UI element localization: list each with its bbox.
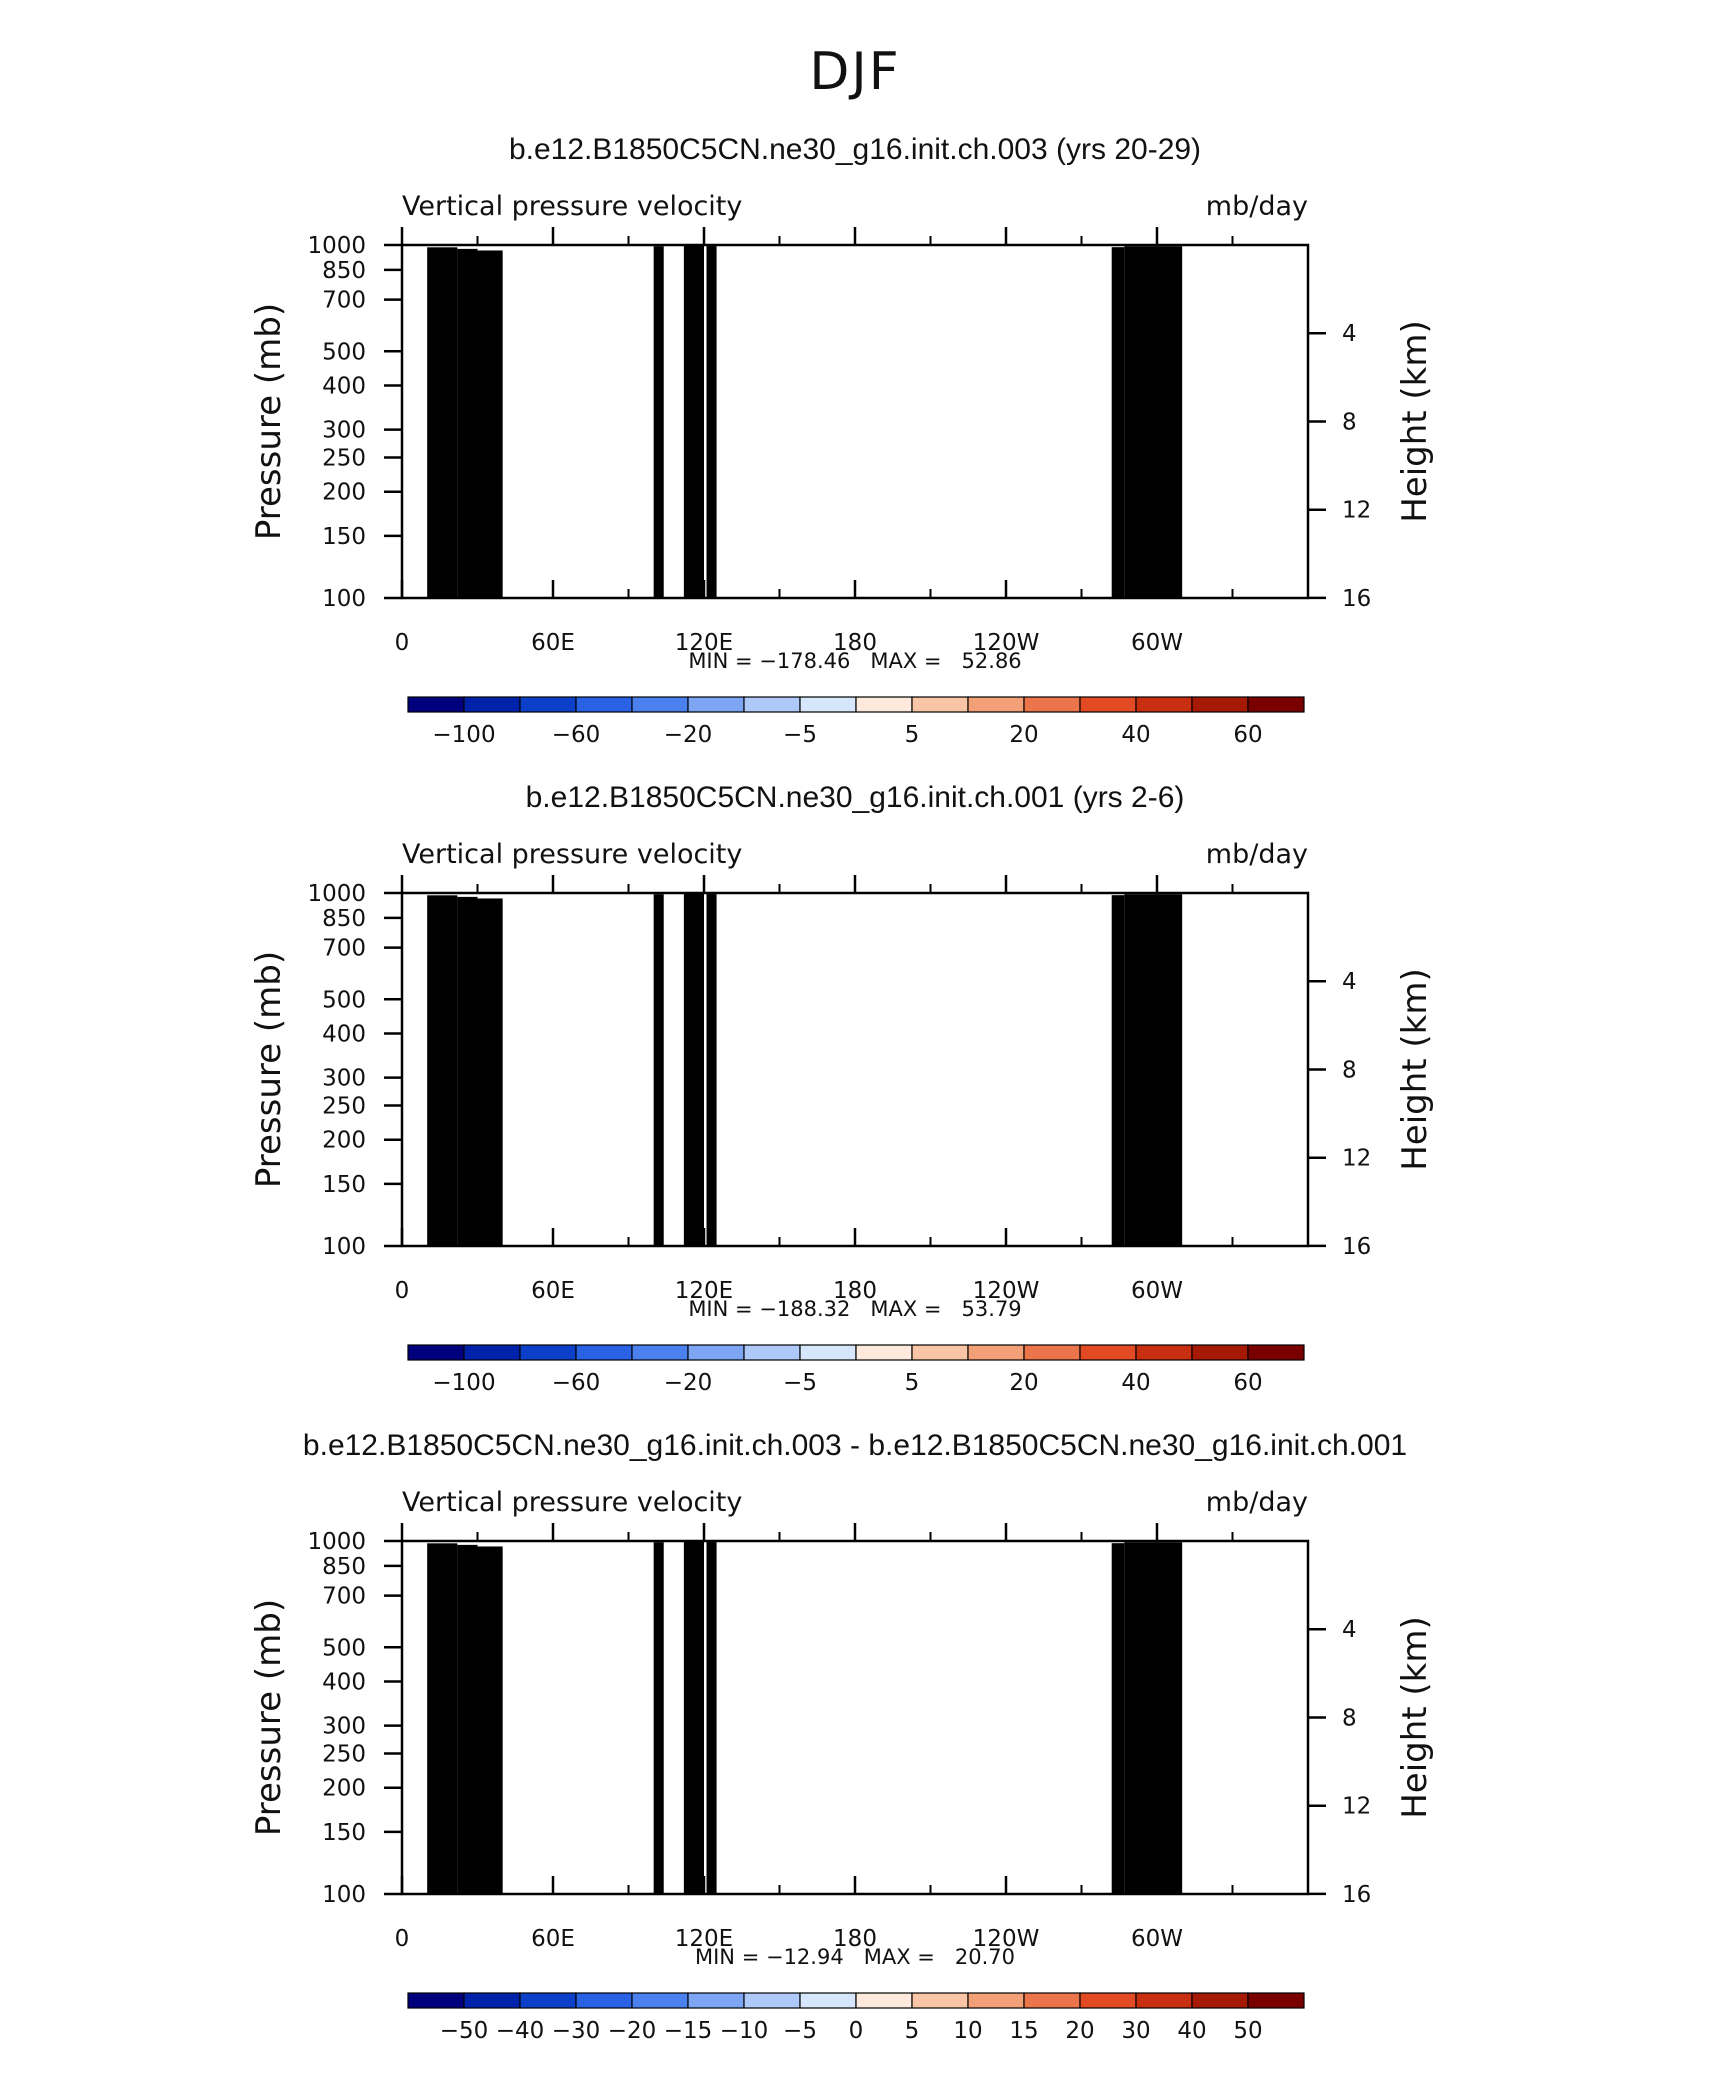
figure-title: DJF bbox=[0, 42, 1710, 102]
panel-variable-label: Vertical pressure velocity bbox=[402, 191, 742, 222]
panel-title: b.e12.B1850C5CN.ne30_g16.init.ch.003 (yr… bbox=[509, 133, 1201, 166]
panel-units-label: mb/day bbox=[1206, 191, 1308, 222]
